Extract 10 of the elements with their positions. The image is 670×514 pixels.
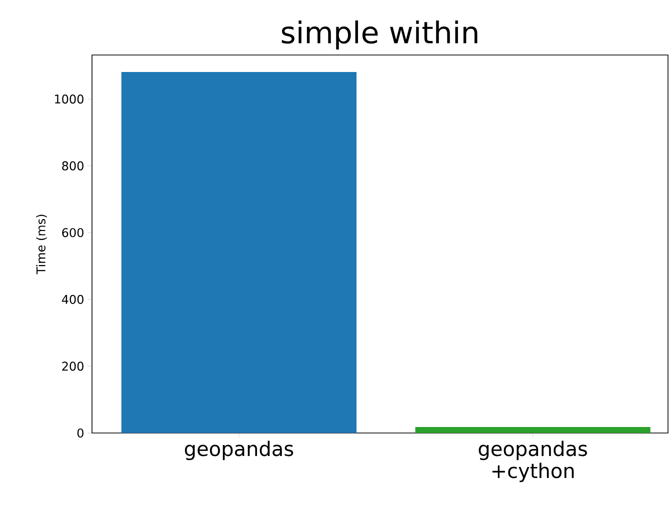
x-tick-label: geopandas +cython (478, 440, 587, 482)
y-tick-label: 0 (77, 428, 84, 438)
y-tick-label: 400 (62, 294, 84, 304)
y-tick-label: 600 (62, 228, 84, 238)
y-tick-label: 800 (62, 161, 84, 170)
y-tick-label: 200 (62, 362, 84, 371)
x-tick-label: geopandas (184, 440, 294, 460)
y-tick-label: 1000 (55, 94, 84, 104)
y-axis-title: Time (ms) (36, 214, 47, 274)
chart-title: simple within (282, 20, 478, 50)
